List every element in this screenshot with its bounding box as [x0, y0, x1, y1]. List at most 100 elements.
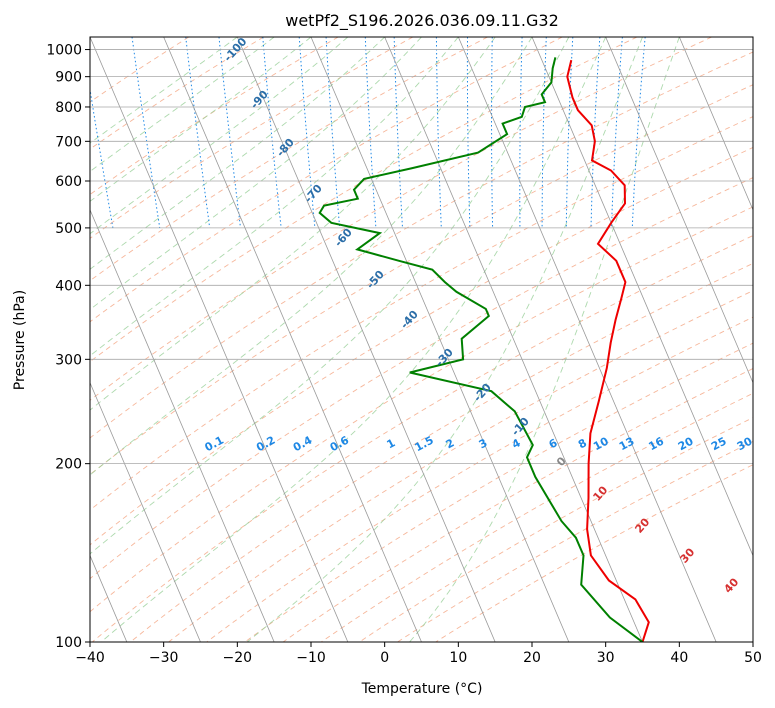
mixing-ratio-line	[298, 37, 316, 228]
moist-adiabat	[90, 37, 349, 235]
y-tick-label: 700	[55, 134, 82, 150]
x-tick-label: 10	[449, 650, 467, 666]
adiabat-label: 40	[721, 575, 741, 595]
adiabat-label: 20	[632, 515, 652, 535]
dry-adiabat	[90, 206, 753, 613]
dry-adiabat	[90, 37, 488, 282]
dry-adiabat	[92, 235, 753, 642]
dry-adiabat	[282, 368, 753, 642]
background-lines	[90, 37, 753, 642]
mixing-ratio-label: 0.4	[291, 433, 315, 454]
y-tick-label: 100	[55, 635, 82, 651]
mixing-ratio-line	[218, 37, 241, 228]
adiabat-label: -50	[364, 268, 387, 292]
dry-adiabat	[90, 37, 563, 323]
moist-adiabat	[90, 37, 238, 144]
dry-adiabat	[90, 146, 753, 546]
x-tick-label: −20	[223, 650, 253, 666]
mixing-ratio-label: 3	[477, 436, 490, 451]
y-tick-label: 900	[55, 70, 82, 86]
dry-adiabat	[90, 37, 339, 196]
y-tick-label: 300	[55, 352, 82, 368]
x-axis-label: Temperature (°C)	[361, 681, 483, 697]
mixing-ratio-line	[90, 86, 114, 228]
mixing-ratio-label: 20	[676, 434, 696, 453]
profile-lines	[318, 57, 650, 642]
plot-frame	[89, 36, 754, 643]
adiabat-label: -20	[471, 381, 494, 405]
dry-adiabat	[90, 37, 264, 150]
moist-adiabat	[90, 37, 459, 357]
mixing-ratio-line	[631, 37, 646, 228]
dry-adiabat	[435, 464, 753, 642]
x-tick-label: −30	[149, 650, 179, 666]
mixing-ratio-line	[262, 37, 282, 228]
mixing-ratio-line	[611, 37, 623, 228]
mixing-ratio-label: 0.2	[254, 434, 277, 455]
mixing-ratio-label: 1	[385, 436, 398, 451]
x-tick-label: −40	[75, 650, 105, 666]
isotherm-line	[236, 37, 496, 642]
y-axis: 100 200 300 400 500 600 700 800 900 1000	[46, 43, 90, 651]
isotherm-line	[90, 208, 275, 642]
moist-adiabat	[90, 37, 570, 555]
mixing-ratio-label: 30	[735, 434, 755, 453]
moist-adiabat	[100, 37, 607, 642]
mixing-ratio-label: 13	[617, 435, 637, 454]
moist-adiabat	[90, 37, 422, 311]
dry-adiabat	[90, 51, 753, 439]
mixing-ratio-line	[185, 37, 211, 228]
mixing-ratio-label: 25	[709, 435, 729, 454]
dry-adiabat	[90, 37, 414, 239]
dry-adiabat	[90, 37, 638, 363]
mixing-ratio-label: 16	[646, 434, 666, 453]
x-tick-label: 0	[380, 650, 389, 666]
grid-lines	[90, 37, 753, 642]
mixing-ratio-label: 10	[591, 434, 611, 453]
adiabat-label: -70	[302, 182, 325, 206]
dry-adiabat	[90, 37, 712, 401]
isotherm-line	[90, 37, 349, 642]
moist-adiabat	[409, 37, 680, 642]
x-tick-label: 50	[744, 650, 762, 666]
chart-title: wetPf2_S196.2026.036.09.11.G32	[285, 11, 559, 31]
x-tick-label: 40	[670, 650, 688, 666]
isotherm-line	[531, 37, 753, 557]
adiabat-label: 30	[677, 545, 697, 565]
moist-adiabat	[90, 37, 496, 411]
x-tick-label: 20	[523, 650, 541, 666]
dewpoint-line	[318, 57, 644, 642]
dry-adiabat	[90, 37, 190, 103]
mixing-ratio-line	[435, 37, 442, 228]
isotherm-line	[310, 37, 570, 642]
isotherm-line	[752, 37, 753, 39]
adiabat-label: -60	[332, 226, 355, 250]
adiabat-label: -10	[509, 415, 532, 439]
mixing-ratio-line	[519, 37, 523, 228]
isotherm-line	[90, 381, 201, 642]
mixing-ratio-line	[364, 37, 377, 228]
dry-adiabat	[359, 417, 753, 642]
adiabat-label: 0	[554, 454, 569, 469]
isotherm-line	[163, 37, 422, 642]
moist-adiabat	[90, 37, 386, 270]
dry-adiabat	[244, 342, 753, 642]
moist-adiabat	[246, 37, 643, 642]
mixing-ratio-label: 36	[764, 434, 775, 453]
x-axis: −40 −30 −20 −10 0 10 20 30 40 50	[75, 642, 762, 666]
mixing-ratio-label: 0.1	[203, 434, 226, 455]
y-tick-label: 200	[55, 457, 82, 473]
mixing-ratio-line	[131, 37, 161, 228]
mixing-ratio-line	[491, 37, 494, 228]
y-tick-label: 800	[55, 100, 82, 116]
adiabat-label: -40	[398, 308, 421, 332]
y-tick-label: 400	[55, 278, 82, 294]
y-tick-label: 1000	[46, 43, 82, 59]
isotherm-line	[457, 37, 717, 642]
y-tick-label: 600	[55, 174, 82, 190]
moist-adiabat	[90, 37, 312, 202]
x-tick-label: 30	[597, 650, 615, 666]
temperature-line	[566, 59, 650, 642]
isotherm-line	[384, 37, 643, 642]
x-tick-label: −10	[296, 650, 326, 666]
